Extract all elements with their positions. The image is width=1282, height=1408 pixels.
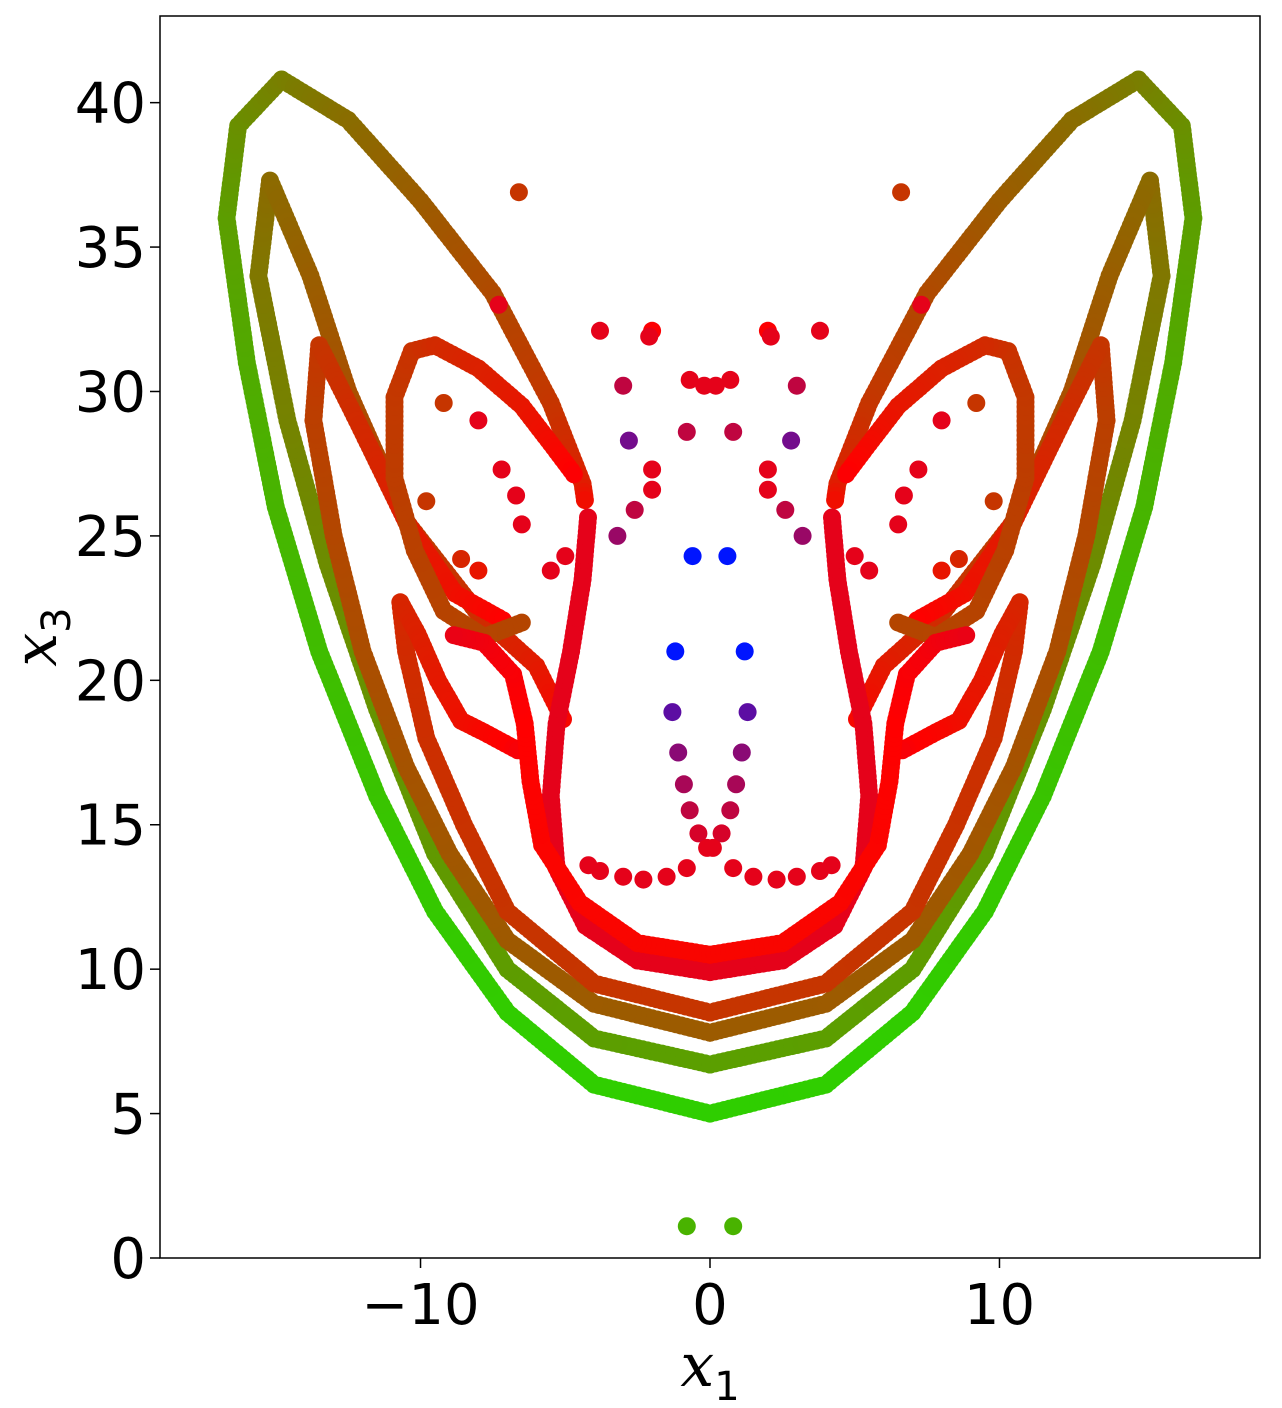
isolated-point	[932, 411, 951, 430]
isolated-point	[541, 561, 560, 580]
isolated-point	[608, 526, 627, 545]
isolated-point	[724, 1217, 743, 1236]
isolated-point	[967, 394, 986, 412]
isolated-point	[634, 870, 653, 889]
y-tick-label: 35	[75, 216, 146, 281]
isolated-point	[845, 547, 864, 566]
x-axis-label: x1	[680, 1331, 739, 1408]
isolated-point	[703, 838, 722, 857]
isolated-point	[507, 486, 526, 505]
isolated-point	[509, 183, 528, 202]
isolated-point	[889, 515, 908, 534]
isolated-point	[434, 394, 453, 412]
orbit-point	[444, 626, 463, 645]
isolated-point	[680, 370, 699, 389]
y-tick-label: 0	[110, 1227, 146, 1292]
x-axis-ticks: −10 0 10	[361, 1258, 1035, 1338]
isolated-point	[721, 370, 740, 389]
isolated-point	[984, 492, 1003, 511]
isolated-point	[492, 460, 511, 479]
y-tick-label: 15	[75, 794, 146, 859]
isolated-point	[718, 547, 737, 566]
isolated-point	[663, 703, 682, 722]
isolated-point	[767, 870, 786, 889]
isolated-point	[811, 321, 829, 340]
isolated-point	[758, 480, 777, 499]
isolated-point	[680, 801, 699, 820]
orbit-point	[579, 508, 597, 527]
isolated-point	[909, 460, 928, 479]
isolated-point	[782, 431, 801, 450]
isolated-point	[894, 486, 913, 505]
isolated-point	[683, 547, 702, 566]
isolated-point	[793, 526, 812, 545]
x-tick-label: 10	[964, 1273, 1035, 1338]
isolated-point	[787, 867, 806, 886]
y-tick-label: 10	[75, 938, 146, 1003]
isolated-point	[932, 561, 951, 580]
y-tick-label: 20	[75, 649, 146, 714]
isolated-point	[677, 1217, 696, 1236]
isolated-point	[469, 561, 488, 580]
isolated-point	[776, 500, 795, 519]
isolated-point	[735, 642, 754, 661]
isolated-point	[452, 550, 471, 568]
orbit-point	[823, 508, 841, 527]
isolated-point	[512, 515, 531, 534]
isolated-point	[625, 500, 644, 519]
isolated-point	[744, 867, 763, 886]
isolated-point	[677, 422, 696, 441]
isolated-point	[469, 411, 488, 430]
x-tick-label: −10	[361, 1273, 479, 1338]
y-axis-label: x3	[1, 607, 80, 666]
orbit-point	[957, 626, 976, 645]
x-tick-label: 0	[692, 1273, 728, 1338]
isolated-point	[643, 480, 662, 499]
y-tick-label: 25	[75, 505, 146, 570]
isolated-point	[724, 859, 743, 878]
orbit-point	[564, 465, 583, 484]
isolated-point	[591, 321, 609, 340]
isolated-point	[758, 460, 777, 479]
y-axis-ticks: 0 5 10 15 20 25 30 35 40	[75, 72, 160, 1292]
y-tick-label: 30	[75, 360, 146, 425]
isolated-point	[822, 856, 841, 875]
isolated-point	[761, 327, 780, 346]
isolated-point	[640, 327, 659, 346]
isolated-point	[614, 376, 633, 395]
data-points	[217, 70, 1203, 1236]
isolated-point	[556, 547, 575, 566]
isolated-point	[614, 867, 633, 886]
isolated-point	[727, 775, 746, 794]
isolated-point	[706, 376, 725, 395]
isolated-point	[732, 743, 751, 762]
isolated-point	[860, 561, 879, 580]
isolated-point	[674, 775, 693, 794]
isolated-point	[724, 422, 743, 441]
isolated-point	[417, 492, 436, 511]
isolated-point	[912, 295, 931, 314]
y-tick-label: 5	[110, 1083, 146, 1148]
orbit-point	[837, 465, 856, 484]
isolated-point	[489, 295, 508, 314]
isolated-point	[892, 183, 911, 202]
isolated-point	[689, 824, 708, 843]
orbit-point	[826, 491, 845, 510]
isolated-point	[643, 460, 662, 479]
isolated-point	[669, 743, 688, 762]
y-tick-label: 40	[75, 72, 146, 137]
isolated-point	[666, 642, 685, 661]
isolated-point	[712, 824, 731, 843]
orbit-point	[575, 491, 594, 510]
isolated-point	[738, 703, 757, 722]
isolated-point	[721, 801, 740, 820]
isolated-point	[579, 856, 598, 875]
isolated-point	[677, 859, 696, 878]
isolated-point	[949, 550, 968, 568]
isolated-point	[619, 431, 638, 450]
isolated-point	[657, 867, 676, 886]
isolated-point	[787, 376, 806, 395]
